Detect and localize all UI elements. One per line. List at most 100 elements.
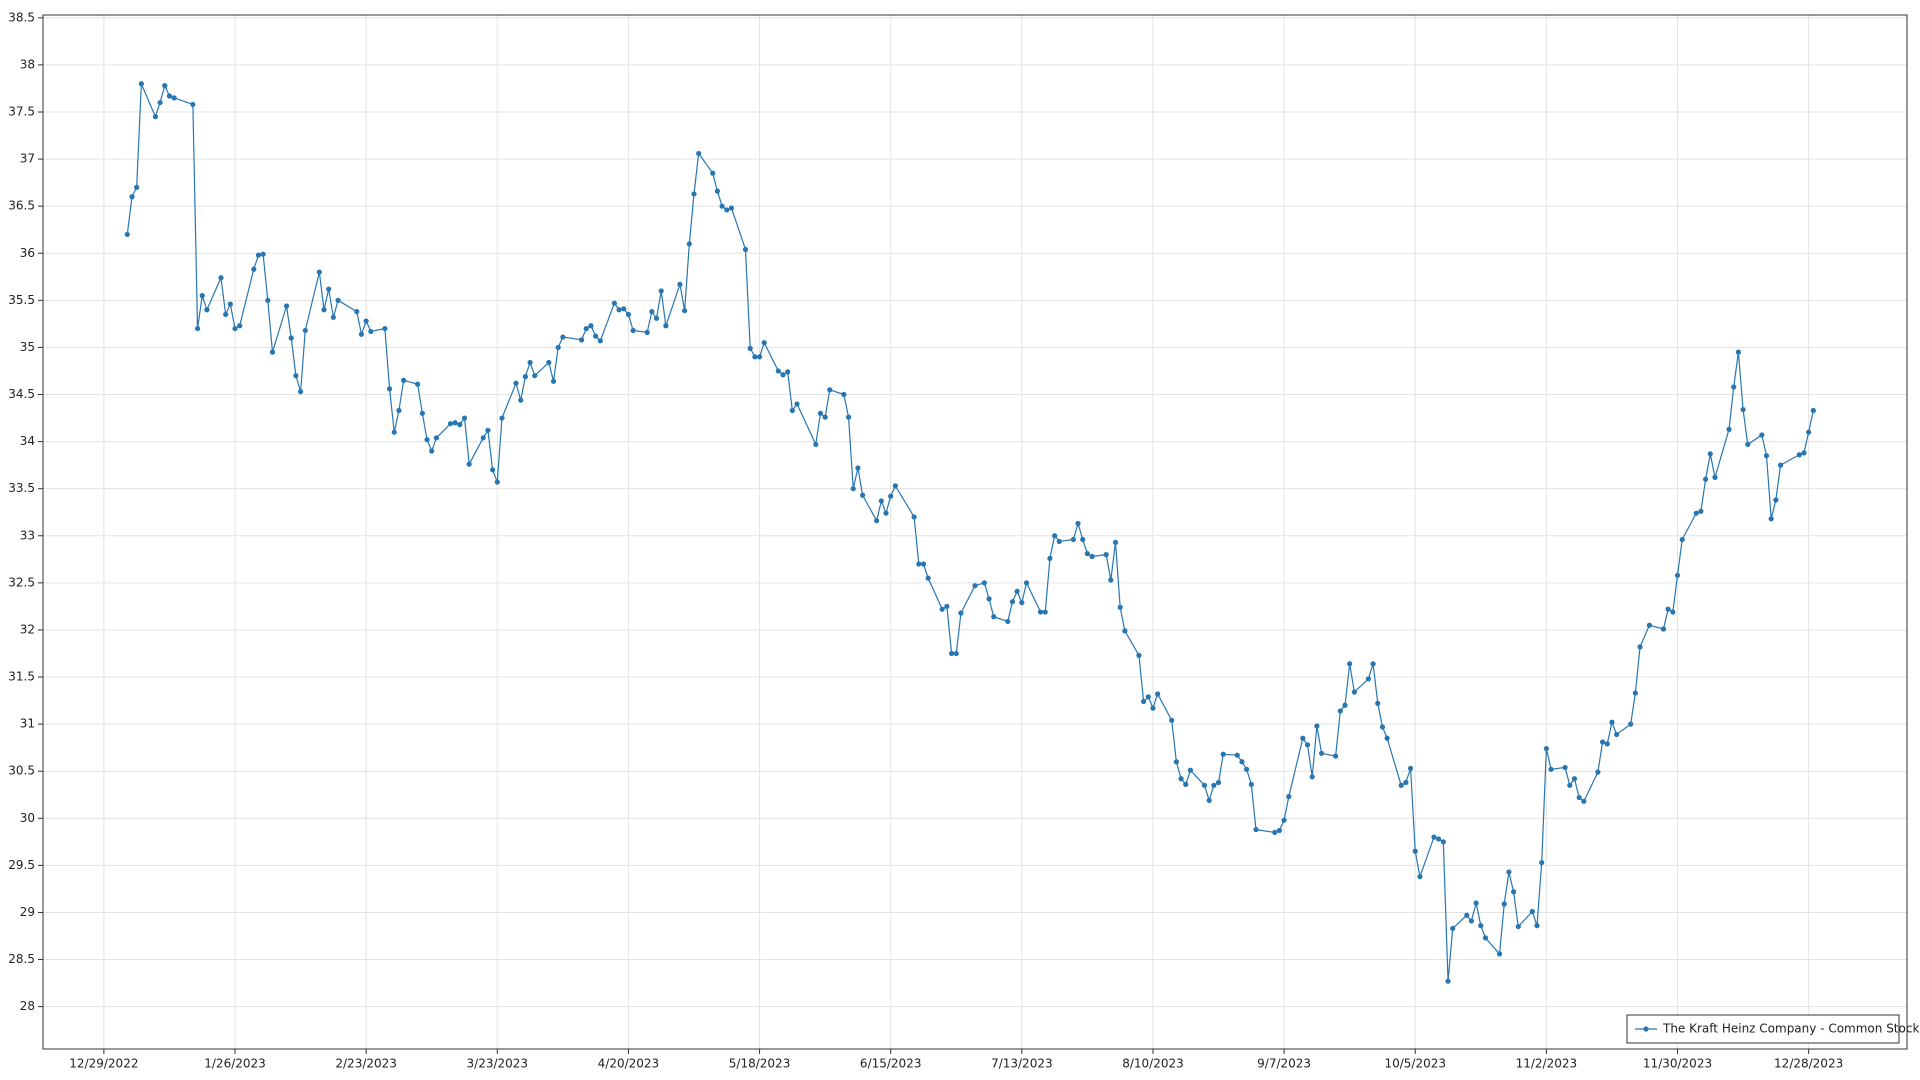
data-point [1286,794,1292,800]
data-point [1407,765,1414,771]
data-point [194,325,201,332]
x-tick-label: 3/23/2023 [467,1057,529,1071]
data-point [1529,908,1535,915]
data-point [874,518,880,524]
data-point [785,369,791,375]
data-point [1318,750,1325,756]
data-point [457,422,463,428]
data-point [1108,577,1114,583]
data-point [1178,776,1184,782]
data-point [1314,723,1320,729]
data-point [1201,782,1208,788]
data-point [1417,874,1423,880]
data-point [237,323,243,329]
data-point [1745,441,1751,448]
data-point [1609,719,1615,725]
data-point [260,251,266,257]
x-tick-label: 9/7/2023 [1257,1057,1311,1071]
data-point [302,327,308,334]
data-point [1637,644,1643,650]
data-point [981,580,987,586]
data-point [1548,766,1554,772]
y-tick-label: 29.5 [8,858,35,872]
y-tick-label: 29 [20,905,35,919]
data-point [1632,690,1638,696]
data-point [283,303,290,309]
data-point [1211,782,1217,788]
data-point [1464,912,1470,918]
data-point [227,301,233,307]
y-tick-label: 31.5 [8,670,35,684]
y-tick-label: 32 [20,622,35,636]
y-tick-label: 31 [20,717,35,731]
x-tick-label: 10/5/2023 [1384,1057,1446,1071]
data-point [1365,676,1372,682]
data-point [747,345,753,351]
data-point [663,323,669,329]
data-point [742,246,749,253]
data-point [1534,923,1540,929]
data-point [129,194,135,200]
y-tick-label: 30.5 [8,764,35,778]
data-point [1614,731,1620,738]
data-point [817,410,824,416]
data-point [527,359,533,366]
data-point [1398,782,1404,788]
data-point [255,252,262,258]
y-tick-label: 35 [20,340,35,354]
data-point [1431,834,1437,840]
data-point [1604,741,1610,747]
data-point [691,191,697,197]
data-point [1281,817,1287,823]
data-point [293,373,299,379]
data-point [611,300,617,306]
data-point [1047,555,1053,561]
data-point [1515,923,1521,930]
data-point [714,188,721,194]
data-point [710,170,716,176]
data-point [1023,580,1030,586]
data-point [1595,769,1601,775]
data-point [958,610,964,616]
data-point [166,93,173,99]
x-tick-label: 11/30/2023 [1643,1057,1712,1071]
data-point [775,368,781,374]
data-point [1070,536,1076,543]
data-point [1599,739,1606,745]
data-point [827,387,833,393]
data-point [424,437,430,443]
data-point [1183,781,1189,787]
x-tick-label: 2/23/2023 [335,1057,397,1071]
data-point [354,309,360,315]
data-point [326,286,332,292]
data-point [1150,705,1156,711]
data-point [1056,538,1062,545]
data-point [948,650,955,657]
data-point [190,101,196,108]
data-point [251,266,257,272]
y-tick-label: 34 [20,434,35,448]
y-tick-label: 30 [20,811,35,825]
y-tick-label: 37 [20,152,35,166]
data-point [1014,588,1020,594]
data-point [1187,767,1194,773]
data-point [1759,432,1765,438]
data-point [1707,451,1713,457]
data-point [204,307,210,313]
data-point [644,329,650,335]
data-point [368,328,374,335]
data-point [546,359,552,366]
data-point [499,415,505,421]
data-point [986,596,992,602]
data-point [1253,826,1259,833]
data-point [199,293,205,299]
data-point [1670,609,1676,615]
data-point [972,583,978,589]
y-tick-label: 35.5 [8,293,35,307]
data-point [560,334,566,340]
data-point [1248,781,1254,787]
data-point [1703,476,1709,482]
x-tick-label: 6/15/2023 [860,1057,922,1071]
